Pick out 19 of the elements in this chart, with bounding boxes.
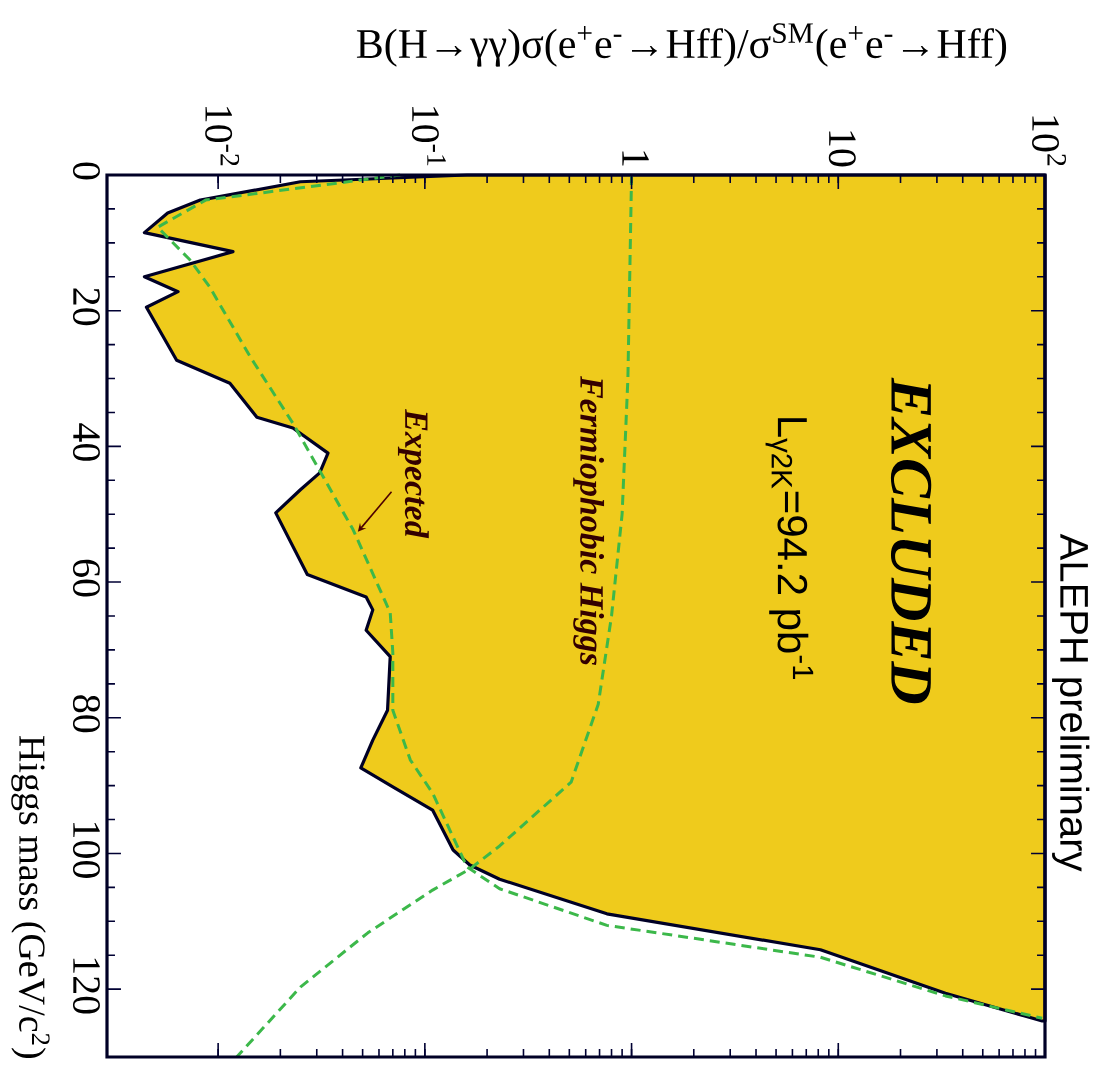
x-tick-label: 10$^{2}$ <box>1032 116 1066 166</box>
y-tick-label: 80 <box>72 695 100 733</box>
text: B(H→γγ)σ(e$^{+}$e$^{-}$→Hff)/σ$^{SM}$(e$^{+}$e$^{-}$→Hff) <box>356 23 1007 67</box>
x-tick-label: 10$^{-2}$ <box>205 107 240 166</box>
text: Expected <box>397 409 429 539</box>
y-axis-title: Higgs mass (GeV/c$^{2}$) <box>11 736 50 1058</box>
annotation: EXCLUDED <box>890 377 932 704</box>
y-tick-label: 120 <box>72 958 100 1014</box>
text: Fermiophobic Higgs <box>573 376 605 665</box>
text: ALEPH preliminary <box>1052 533 1090 872</box>
annotation: L$_{γ2K}$=94.2 pb$^{-1}$ <box>765 418 814 680</box>
y-tick-label: 100 <box>72 822 100 878</box>
x-tick-label: 1 <box>622 151 649 166</box>
y-tick-label: 40 <box>72 423 100 461</box>
x-tick-label: 10 <box>828 131 856 167</box>
y-tick-label: 20 <box>72 288 100 326</box>
x-tick-label: 10$^{-1}$ <box>411 107 446 166</box>
y-tick-label: 60 <box>72 559 100 597</box>
y-tick-label: 0 <box>72 162 100 180</box>
